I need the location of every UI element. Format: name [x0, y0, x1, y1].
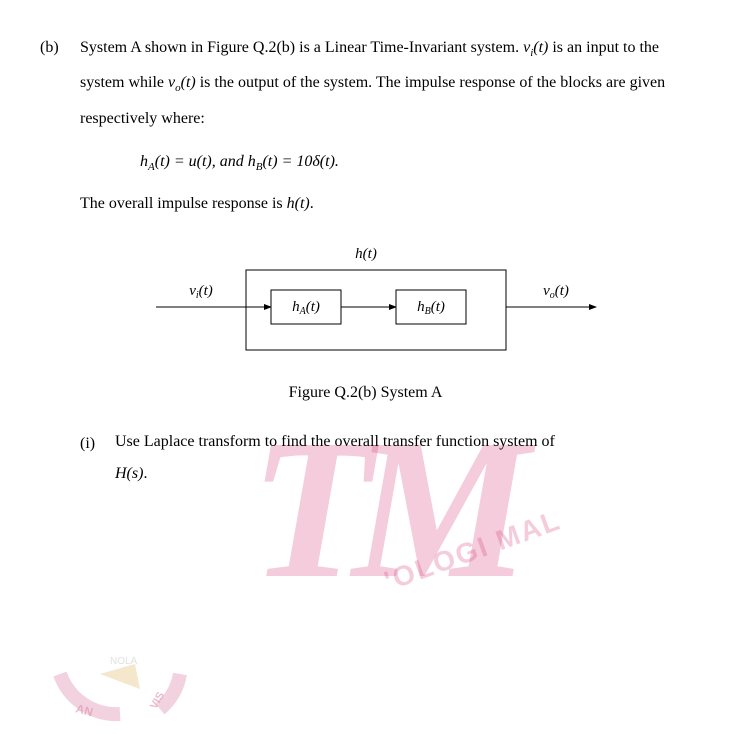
svg-text:AN: AN — [74, 701, 94, 719]
vo-oft: (t) — [181, 74, 196, 91]
content-root: (b) System A shown in Figure Q.2(b) is a… — [40, 30, 691, 490]
system-diagram: h(t) vi(t) hA(t) hB(t) vo(t) — [106, 240, 626, 370]
subpart-i-row: (i) Use Laplace transform to find the ov… — [80, 426, 691, 490]
hoft: h(t) — [287, 195, 310, 212]
part-b-label: (b) — [40, 30, 80, 136]
eq-ha-h: h — [140, 153, 148, 170]
diagram-area: h(t) vi(t) hA(t) hB(t) vo(t) — [40, 240, 691, 370]
para2-period: . — [310, 195, 314, 212]
sub-text-a: Use Laplace transform to find the overal… — [115, 433, 555, 450]
watermark-seal: AN VIS NOLA — [40, 624, 200, 724]
figure-caption: Figure Q.2(b) System A — [40, 385, 691, 401]
part-b-row: (b) System A shown in Figure Q.2(b) is a… — [40, 30, 691, 136]
para2-a: The overall impulse response is — [80, 195, 287, 212]
para1-a: System A shown in Figure Q.2(b) is a Lin… — [80, 39, 523, 56]
eq-mid: (t) = u(t), and — [155, 153, 248, 170]
ht-label: h(t) — [355, 246, 377, 262]
eq-end: (t) = 10δ(t). — [262, 153, 338, 170]
Hs: H(s) — [115, 465, 143, 482]
eq-hb-h: h — [248, 153, 256, 170]
svg-text:VIS: VIS — [148, 690, 167, 711]
subpart-i-text: Use Laplace transform to find the overal… — [115, 426, 691, 490]
vi-oft: (t) — [533, 39, 548, 56]
vi-label: vi(t) — [189, 283, 213, 301]
ha-label: hA(t) — [292, 299, 320, 317]
vo-label: vo(t) — [543, 283, 569, 301]
eq-ha-sub: A — [148, 161, 155, 173]
subpart-i-label: (i) — [80, 426, 115, 490]
sub-period: . — [143, 465, 147, 482]
para2-line: The overall impulse response is h(t). — [80, 188, 691, 220]
part-b-text: System A shown in Figure Q.2(b) is a Lin… — [80, 30, 691, 136]
hb-label: hB(t) — [417, 299, 445, 317]
equation-line: hA(t) = u(t), and hB(t) = 10δ(t). — [80, 146, 691, 178]
svg-text:NOLA: NOLA — [110, 656, 138, 667]
watermark-ologi: 'OLOGI MAL — [375, 490, 570, 611]
